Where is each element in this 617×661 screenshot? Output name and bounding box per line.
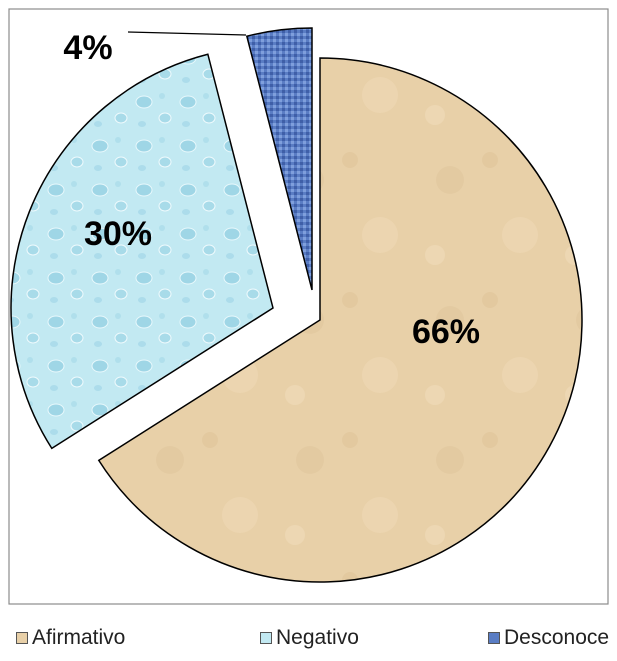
legend-label-desconoce: Desconoce	[504, 626, 610, 649]
pie-slice-desconoce	[245, 27, 313, 291]
pie-slice-negativo	[10, 53, 274, 450]
legend-item-desconoce: Desconoce	[488, 626, 609, 650]
data-label-leader-line	[127, 31, 247, 36]
legend-swatch-desconoce	[488, 632, 500, 644]
legend-swatch-afirmativo	[16, 632, 28, 644]
chart-legend: Afirmativo Negativo Desconoce	[0, 626, 617, 656]
data-label-negativo: 30%	[84, 215, 152, 253]
legend-label-negativo: Negativo	[276, 626, 359, 649]
legend-swatch-negativo	[260, 632, 272, 644]
legend-label-afirmativo: Afirmativo	[32, 626, 126, 649]
legend-item-negativo: Negativo	[260, 626, 359, 650]
data-label-desconoce: 4%	[63, 29, 112, 67]
pie-slice-afirmativo	[97, 57, 583, 583]
legend-item-afirmativo: Afirmativo	[16, 626, 125, 650]
data-label-afirmativo: 66%	[412, 313, 480, 351]
